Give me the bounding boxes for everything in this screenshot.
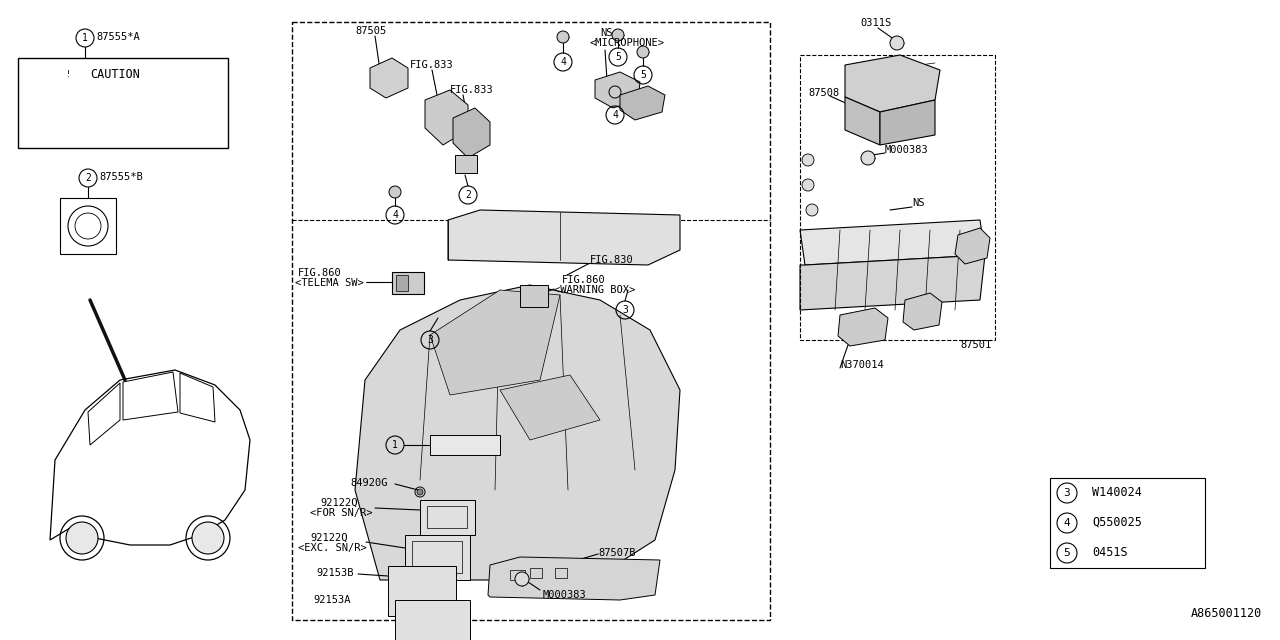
Text: 87555*A: 87555*A — [96, 32, 140, 42]
Text: W140024: W140024 — [1092, 486, 1142, 499]
Polygon shape — [488, 557, 660, 600]
Polygon shape — [370, 58, 408, 98]
Text: 4: 4 — [612, 110, 618, 120]
Circle shape — [637, 46, 649, 58]
Polygon shape — [425, 90, 468, 145]
Text: <TELEMA SW>: <TELEMA SW> — [294, 278, 364, 288]
Bar — [556, 568, 567, 578]
Text: <FOR SN/R>: <FOR SN/R> — [310, 508, 372, 518]
Text: 5: 5 — [640, 70, 646, 80]
Text: FIG.860: FIG.860 — [298, 268, 342, 278]
Text: Q550025: Q550025 — [1092, 516, 1142, 529]
Polygon shape — [500, 375, 600, 440]
Polygon shape — [800, 255, 986, 310]
Text: 87501: 87501 — [960, 340, 991, 350]
Polygon shape — [902, 293, 942, 330]
Bar — [1050, 478, 1204, 568]
Circle shape — [612, 29, 625, 41]
Text: <WARNING BOX>: <WARNING BOX> — [554, 285, 635, 295]
Text: 92122Q: 92122Q — [310, 533, 347, 543]
Polygon shape — [595, 72, 640, 108]
Text: <EXC. SN/R>: <EXC. SN/R> — [298, 543, 367, 553]
Bar — [392, 272, 424, 294]
Polygon shape — [430, 290, 561, 395]
Bar — [396, 275, 408, 291]
Polygon shape — [845, 97, 881, 145]
Text: 1: 1 — [82, 33, 88, 43]
Polygon shape — [955, 228, 989, 264]
Text: 87555*B: 87555*B — [99, 172, 143, 182]
Text: 92153A: 92153A — [314, 595, 351, 605]
Bar — [454, 155, 477, 173]
Bar — [292, 22, 771, 620]
Bar — [60, 198, 116, 254]
Circle shape — [67, 522, 99, 554]
Text: 0451S: 0451S — [1092, 546, 1128, 559]
Text: 5: 5 — [616, 52, 621, 62]
Bar — [520, 285, 548, 307]
Text: 4: 4 — [392, 210, 398, 220]
Text: 3: 3 — [622, 305, 628, 315]
Text: CAUTION: CAUTION — [90, 68, 140, 81]
Bar — [430, 435, 500, 455]
Bar — [428, 506, 467, 528]
Polygon shape — [448, 210, 680, 265]
Text: 3: 3 — [1064, 488, 1070, 498]
Bar — [404, 535, 470, 580]
Circle shape — [803, 179, 814, 191]
Text: 2: 2 — [84, 173, 91, 183]
Text: <MICROPHONE>: <MICROPHONE> — [590, 38, 666, 48]
Polygon shape — [620, 86, 666, 120]
Circle shape — [557, 31, 570, 43]
Text: FIG.833: FIG.833 — [410, 60, 453, 70]
Text: 87505: 87505 — [355, 26, 387, 36]
Text: N370014: N370014 — [840, 360, 883, 370]
Text: 3: 3 — [428, 335, 433, 345]
Text: FIG.830: FIG.830 — [590, 255, 634, 265]
Bar — [18, 58, 228, 148]
Circle shape — [609, 86, 621, 98]
Circle shape — [417, 489, 422, 495]
Polygon shape — [845, 55, 940, 112]
Text: M000383: M000383 — [884, 145, 929, 155]
Polygon shape — [800, 220, 986, 265]
Polygon shape — [453, 108, 490, 158]
Text: A865001120: A865001120 — [1190, 607, 1262, 620]
Text: 1: 1 — [392, 440, 398, 450]
Bar — [412, 541, 462, 573]
Text: 2: 2 — [465, 190, 471, 200]
Text: 87508: 87508 — [808, 88, 840, 98]
Text: 4: 4 — [561, 57, 566, 67]
Bar — [420, 500, 475, 535]
Text: NS: NS — [911, 198, 924, 208]
Circle shape — [861, 151, 876, 165]
Bar — [396, 600, 470, 640]
Circle shape — [192, 522, 224, 554]
Polygon shape — [881, 100, 934, 145]
Text: FIG.860: FIG.860 — [562, 275, 605, 285]
Text: FIG.833: FIG.833 — [451, 85, 494, 95]
Text: 87507B: 87507B — [598, 548, 635, 558]
Circle shape — [803, 154, 814, 166]
Circle shape — [806, 204, 818, 216]
Text: 0311S: 0311S — [860, 18, 891, 28]
Circle shape — [389, 186, 401, 198]
Circle shape — [515, 572, 529, 586]
Text: 4: 4 — [1064, 518, 1070, 528]
Polygon shape — [838, 308, 888, 346]
Text: 5: 5 — [1064, 548, 1070, 558]
Text: 84920G: 84920G — [349, 478, 388, 488]
Bar — [800, 55, 995, 340]
Text: M000383: M000383 — [543, 590, 586, 600]
Bar — [509, 570, 525, 580]
Text: NS: NS — [600, 28, 613, 38]
Text: 92153B: 92153B — [316, 568, 353, 578]
Bar — [388, 566, 456, 616]
Bar — [530, 568, 541, 578]
Circle shape — [890, 36, 904, 50]
Text: !: ! — [65, 70, 70, 79]
Polygon shape — [355, 285, 680, 580]
Text: 92122Q: 92122Q — [320, 498, 357, 508]
